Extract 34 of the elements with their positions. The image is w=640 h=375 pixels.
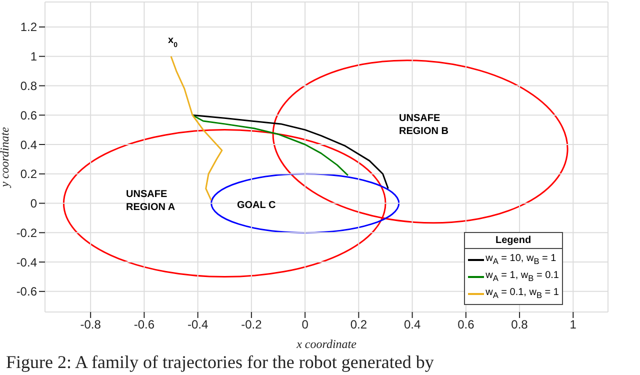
y-tick-label: 0.8 — [20, 79, 38, 94]
x-tick-label: -0.2 — [241, 318, 262, 332]
annotation: UNSAFE REGION A — [126, 189, 176, 213]
x-tick-label: 0.6 — [458, 318, 475, 332]
line-series — [192, 114, 389, 190]
caption: Figure 2: A family of trajectories for the robot generated by — [6, 352, 434, 373]
legend-label: w$_{A}$ = 1, w$_{B}$ = 0.1 — [486, 270, 559, 283]
x-tick-label: -0.4 — [187, 318, 208, 332]
x-axis-title: x coordinate — [296, 337, 358, 351]
y-tick-label: 0.2 — [20, 167, 38, 182]
y-tick-label: -0.4 — [16, 255, 38, 270]
y-axis-title: y coordinate — [0, 126, 12, 188]
y-tick-label: -0.6 — [16, 284, 38, 299]
y-tick-label: -0.2 — [16, 226, 38, 240]
x-tick-label: 0.8 — [511, 318, 528, 332]
annotation: GOAL C — [237, 200, 276, 211]
x-tick-label: 0.4 — [404, 318, 421, 332]
annotation: UNSAFE REGION B — [399, 113, 448, 137]
y-tick-label: 0 — [30, 196, 38, 211]
legend-label: w$_{A}$ = 0.1, w$_{B}$ = 1 — [486, 287, 559, 300]
legend-title: Legend — [464, 233, 562, 249]
x-tick-label: -0.8 — [80, 318, 102, 332]
x-tick-label: -0.6 — [134, 318, 155, 332]
line-series — [170, 56, 223, 202]
legend-label: w$_{A}$ = 10, w$_{B}$ = 1 — [486, 253, 556, 266]
x-tick-label: 1 — [570, 318, 577, 332]
x-tick-label: 0.2 — [350, 318, 368, 332]
line-series — [192, 114, 349, 176]
y-tick-label: 1 — [30, 50, 38, 64]
y-tick-label: 1.2 — [20, 20, 38, 34]
y-tick-label: 0.4 — [20, 138, 38, 152]
annotation: x$_{0}$ — [168, 35, 178, 48]
x-tick-label: 0 — [302, 318, 309, 332]
y-tick-label: 0.6 — [20, 108, 38, 122]
